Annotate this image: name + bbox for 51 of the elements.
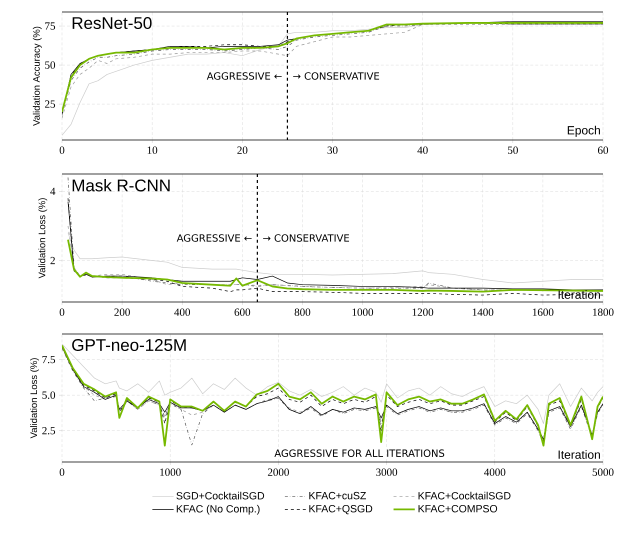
x-tick-label: 60: [598, 146, 608, 154]
y-axis-title: Validation Loss (%): [30, 358, 39, 438]
y-tick-label: 2: [50, 256, 55, 264]
legend-label: KFAC+COMPSO: [418, 504, 498, 512]
legend-label: SGD+CocktailSGD: [176, 492, 264, 500]
legend-label: KFAC+QSGD: [309, 504, 372, 514]
x-tick-label: 200: [114, 308, 130, 316]
annotation: AGGRESSIVE ←: [206, 72, 282, 80]
x-tick-label: 50: [508, 146, 518, 154]
y-axis-title: Validation Accuracy (%): [32, 26, 42, 126]
x-tick-label: 2000: [268, 468, 289, 476]
x-tick-label: 1600: [532, 308, 554, 316]
legend-label: KFAC+cuSZ: [309, 492, 366, 500]
x-tick-label: 1000: [160, 468, 181, 476]
x-tick-label: 0: [60, 146, 64, 154]
chart-title: Mask R-CNN: [72, 179, 170, 192]
legend-label: KFAC+CocktailSGD: [418, 492, 510, 500]
y-tick-label: 5.0: [42, 391, 56, 399]
x-tick-label: 5000: [592, 468, 614, 476]
annotation: → CONSERVATIVE: [293, 72, 380, 80]
y-axis-title: Validation Loss (%): [38, 198, 48, 278]
annotation: → CONSERVATIVE: [263, 234, 350, 242]
x-axis-title: Epoch: [568, 126, 600, 137]
annotation: AGGRESSIVE ←: [176, 234, 252, 242]
x-tick-label: 4000: [484, 468, 506, 476]
x-tick-label: 600: [234, 308, 250, 316]
annotation: AGGRESSIVE FOR ALL ITERATIONS: [274, 449, 444, 457]
y-tick-label: 50: [45, 61, 56, 69]
y-tick-label: 25: [45, 100, 56, 108]
x-tick-label: 20: [237, 146, 248, 154]
x-tick-label: 40: [417, 146, 428, 154]
x-axis-title: Iteration: [558, 290, 600, 299]
y-tick-label: 2.5: [42, 427, 56, 434]
x-tick-label: 1200: [412, 308, 434, 316]
y-tick-label: 75: [45, 22, 56, 30]
x-tick-label: 0: [60, 468, 64, 476]
x-tick-label: 400: [174, 308, 190, 316]
x-tick-label: 3000: [376, 468, 398, 476]
y-tick-label: 4: [50, 188, 56, 195]
legend-label: KFAC (No Comp.): [176, 504, 260, 515]
x-tick-label: 0: [60, 308, 64, 316]
x-tick-label: 30: [328, 146, 338, 154]
x-tick-label: 800: [294, 308, 310, 316]
y-tick-label: 7.5: [42, 356, 56, 364]
x-tick-label: 10: [148, 146, 158, 154]
x-tick-label: 1400: [472, 308, 494, 316]
chart-title: GPT-neo-125M: [72, 339, 186, 352]
x-axis-title: Iteration: [558, 450, 600, 459]
chart-title: ResNet-50: [72, 17, 152, 30]
x-tick-label: 1800: [593, 308, 614, 316]
x-tick-label: 1000: [352, 308, 374, 316]
